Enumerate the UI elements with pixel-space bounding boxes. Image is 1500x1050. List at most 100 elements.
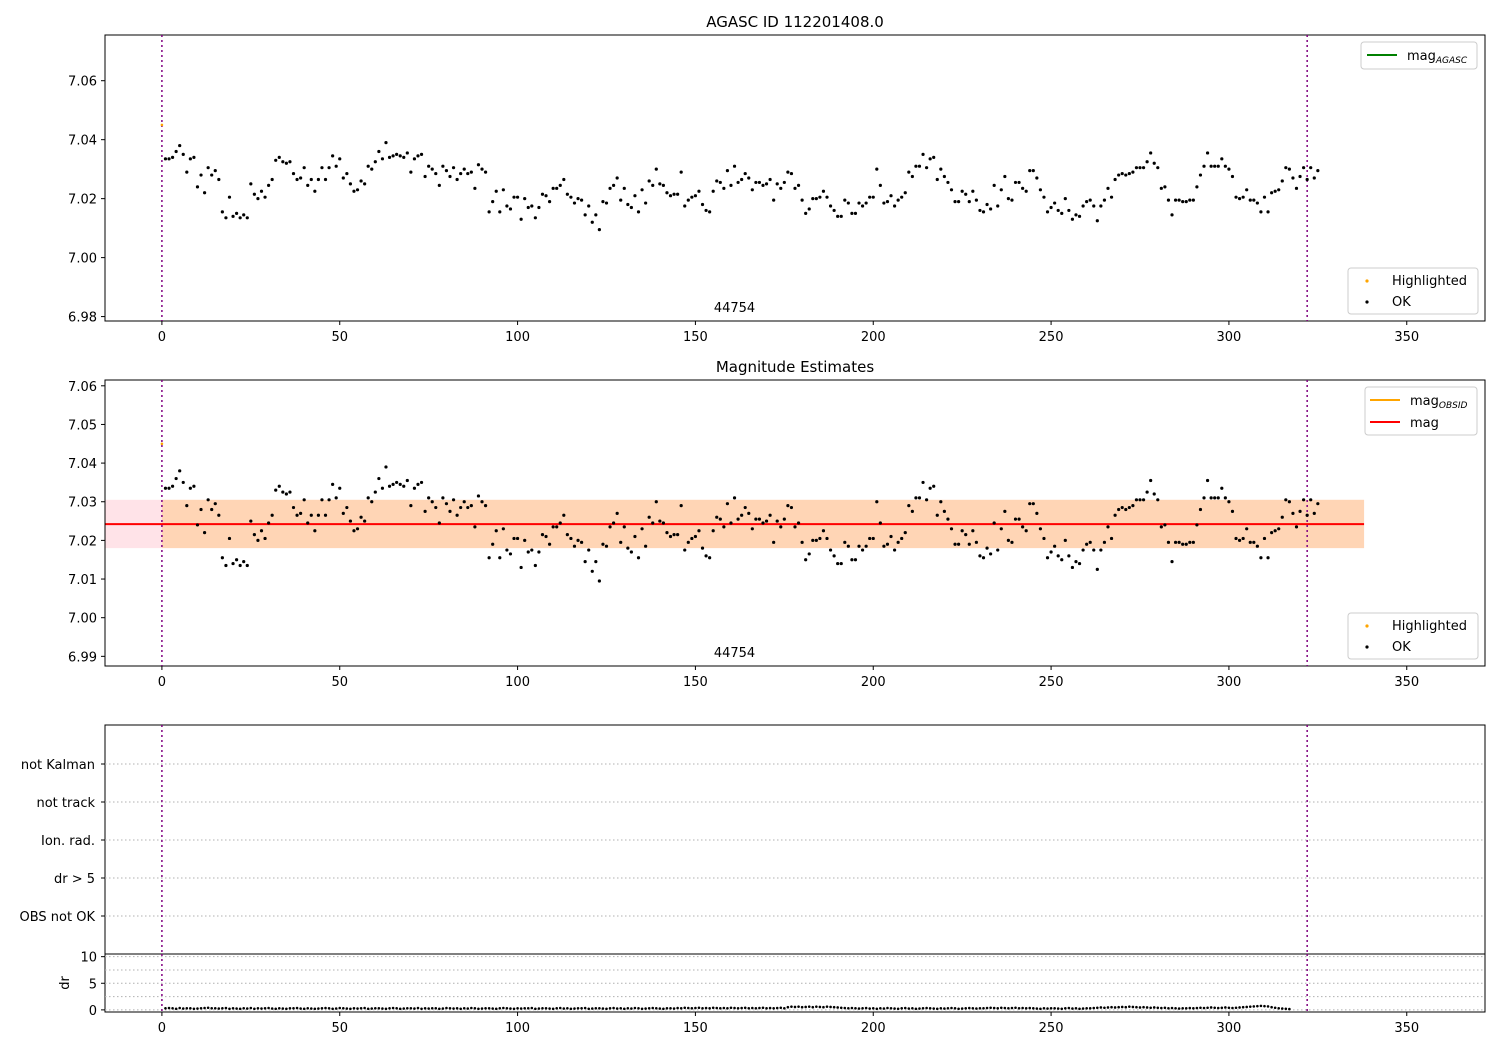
ok-point (217, 513, 221, 517)
dr-point (1007, 1006, 1010, 1010)
dr-point (256, 1006, 260, 1010)
ok-point (1138, 498, 1142, 502)
ok-point (412, 486, 417, 490)
ok-point (878, 521, 882, 525)
dr-point (726, 1006, 729, 1010)
panel1-axes-frame (104, 34, 1486, 322)
ok-point (1095, 219, 1099, 223)
dr-point (498, 1006, 502, 1010)
agasc-magnitude-panel: AGASC ID 112201408.0 6.98 7.00 7.02 7.04 7.0… (68, 13, 1486, 345)
dr-point (587, 1007, 591, 1011)
ok-point (192, 484, 196, 488)
dr-point (1177, 1007, 1181, 1010)
ok-point (583, 560, 587, 564)
flags-panel: not Kalman not track Ion. rad. dr > 5 OBS no… (20, 724, 1486, 955)
ok-point (665, 531, 669, 535)
ok-point (1067, 554, 1071, 558)
ok-point (1184, 542, 1188, 546)
ok-point (412, 157, 417, 161)
ok-point (1216, 496, 1220, 500)
dr-point (640, 1007, 644, 1011)
ok-point (1173, 540, 1178, 544)
ok-point (302, 166, 306, 170)
ok-point (1234, 536, 1238, 541)
ok-point (491, 542, 495, 546)
ok-point (722, 525, 726, 529)
dr-point (1106, 1006, 1110, 1009)
ok-point (210, 173, 214, 177)
ok-point (1049, 550, 1053, 554)
ok-point (284, 492, 288, 496)
ok-point (1259, 556, 1263, 560)
dr-point (1234, 1006, 1238, 1010)
dr-point (1259, 1004, 1263, 1008)
y-tick-label: 0 (89, 1004, 97, 1019)
dr-point (548, 1007, 551, 1010)
y-tick-label: 7.02 (68, 534, 97, 549)
legend-ok-marker (1365, 645, 1369, 649)
dr-point (1149, 1006, 1152, 1010)
ok-point (1056, 554, 1060, 558)
ok-point (957, 542, 961, 546)
dr-point (768, 1006, 772, 1010)
ok-point (793, 525, 797, 529)
dr-point (740, 1006, 743, 1010)
ok-point (612, 183, 616, 187)
ok-point (181, 480, 185, 485)
dr-point (341, 1006, 345, 1010)
dr-point (1263, 1004, 1266, 1008)
dr-point (1273, 1006, 1277, 1010)
ok-point (498, 210, 502, 214)
y-tick-label: 7.03 (68, 496, 97, 511)
dr-point (555, 1006, 559, 1010)
ok-point (679, 170, 683, 174)
ok-point (1287, 167, 1291, 171)
ok-point (544, 534, 548, 539)
dr-point (1216, 1006, 1220, 1010)
dr-point (487, 1006, 491, 1010)
ok-point (519, 217, 523, 221)
ok-point (547, 199, 552, 204)
ok-point (1198, 507, 1203, 512)
dr-point (893, 1007, 896, 1010)
ok-point (914, 496, 918, 500)
ok-point (843, 198, 847, 202)
ok-point (772, 198, 776, 202)
ok-point (985, 202, 989, 207)
legend-ok-label: OK (1392, 640, 1411, 655)
ok-point (608, 186, 612, 190)
ok-point (377, 149, 381, 154)
ok-point (572, 544, 577, 548)
ok-point (555, 525, 559, 529)
ok-point (704, 554, 708, 558)
ok-point (252, 192, 256, 196)
ok-point (281, 490, 285, 494)
ok-point (882, 544, 886, 548)
ok-point (1305, 513, 1309, 517)
ok-point (868, 536, 872, 541)
dr-point (704, 1006, 708, 1010)
ok-point (1273, 529, 1277, 533)
dr-point (861, 1006, 864, 1010)
ok-point (395, 480, 399, 485)
ok-point (544, 194, 548, 198)
ok-point (1017, 180, 1021, 185)
dr-point (1117, 1005, 1120, 1009)
legend-highlighted-label: Highlighted (1392, 274, 1467, 289)
dr-point (690, 1006, 694, 1010)
ok-point (715, 179, 719, 183)
dr-point (1039, 1007, 1042, 1011)
ok-point (579, 540, 584, 544)
dr-point (896, 1007, 900, 1011)
ok-point (1184, 199, 1188, 204)
ok-point (640, 188, 644, 192)
dr-point (1202, 1006, 1206, 1010)
ok-point (804, 211, 808, 215)
ok-point (327, 498, 331, 502)
ok-point (444, 169, 449, 173)
ok-point (928, 157, 932, 161)
ok-point (892, 548, 897, 552)
x-tick-label: 250 (1039, 675, 1064, 690)
ok-point (167, 157, 171, 161)
ok-point (629, 205, 633, 210)
